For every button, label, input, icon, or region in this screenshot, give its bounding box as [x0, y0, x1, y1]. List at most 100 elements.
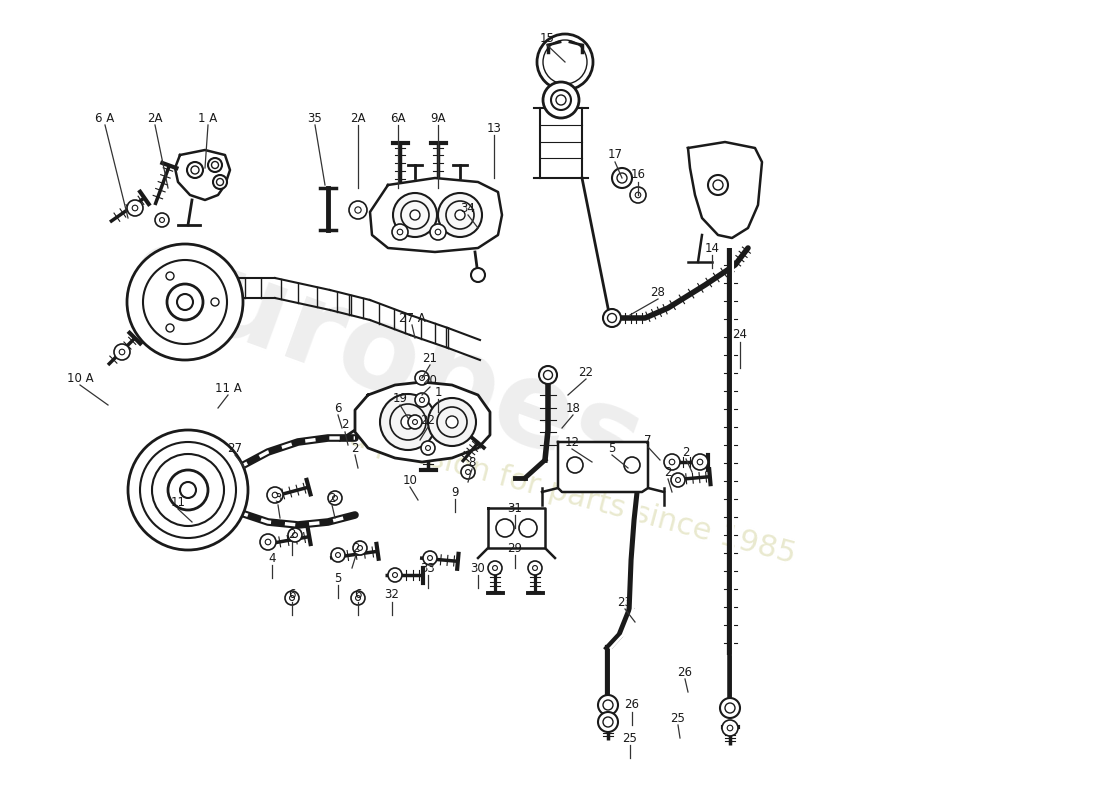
- Text: 3: 3: [274, 491, 282, 505]
- Circle shape: [612, 168, 632, 188]
- Text: 16: 16: [630, 169, 646, 182]
- Circle shape: [428, 398, 476, 446]
- Text: 15: 15: [540, 31, 554, 45]
- Circle shape: [415, 371, 429, 385]
- Polygon shape: [488, 508, 544, 548]
- Circle shape: [415, 393, 429, 407]
- Text: 20: 20: [422, 374, 438, 386]
- Circle shape: [720, 698, 740, 718]
- Circle shape: [598, 712, 618, 732]
- Text: 6: 6: [288, 589, 296, 602]
- Circle shape: [402, 415, 415, 429]
- Circle shape: [410, 210, 420, 220]
- Circle shape: [488, 561, 502, 575]
- Text: 6 A: 6 A: [96, 111, 114, 125]
- Circle shape: [692, 454, 708, 470]
- Text: 2A: 2A: [147, 111, 163, 125]
- Text: 27 A: 27 A: [398, 311, 426, 325]
- Circle shape: [708, 175, 728, 195]
- Text: 2A: 2A: [350, 111, 365, 125]
- Circle shape: [539, 366, 557, 384]
- Text: 2: 2: [328, 491, 336, 505]
- Circle shape: [267, 487, 283, 503]
- Polygon shape: [558, 442, 648, 492]
- Circle shape: [671, 473, 685, 487]
- Circle shape: [166, 324, 174, 332]
- Text: 31: 31: [507, 502, 522, 514]
- Circle shape: [351, 591, 365, 605]
- Text: 24: 24: [733, 329, 748, 342]
- Text: 18: 18: [565, 402, 581, 414]
- Circle shape: [461, 465, 475, 479]
- Text: 14: 14: [704, 242, 719, 254]
- Circle shape: [168, 470, 208, 510]
- Text: 22: 22: [420, 414, 436, 426]
- Text: 30: 30: [471, 562, 485, 574]
- Circle shape: [288, 528, 302, 542]
- Text: 32: 32: [385, 589, 399, 602]
- Text: 2: 2: [664, 466, 672, 478]
- Text: 19: 19: [393, 391, 407, 405]
- Circle shape: [598, 695, 618, 715]
- Circle shape: [166, 272, 174, 280]
- Circle shape: [664, 454, 680, 470]
- Circle shape: [126, 244, 243, 360]
- Circle shape: [328, 491, 342, 505]
- Circle shape: [128, 430, 248, 550]
- Circle shape: [155, 213, 169, 227]
- Text: 22: 22: [579, 366, 594, 378]
- Text: 29: 29: [507, 542, 522, 554]
- Circle shape: [349, 201, 367, 219]
- Circle shape: [421, 441, 434, 455]
- Text: 2: 2: [352, 542, 360, 554]
- Text: 34: 34: [461, 202, 475, 214]
- Circle shape: [455, 210, 465, 220]
- Text: 13: 13: [486, 122, 502, 134]
- Text: 11: 11: [170, 495, 186, 509]
- Text: 10: 10: [403, 474, 417, 486]
- Polygon shape: [175, 150, 230, 200]
- Circle shape: [379, 394, 436, 450]
- Text: 5: 5: [608, 442, 616, 454]
- Circle shape: [471, 268, 485, 282]
- Circle shape: [438, 193, 482, 237]
- Text: 2: 2: [351, 442, 359, 454]
- Circle shape: [211, 298, 219, 306]
- Text: 10 A: 10 A: [67, 371, 94, 385]
- Circle shape: [208, 158, 222, 172]
- Text: 7: 7: [645, 434, 651, 446]
- Text: 33: 33: [420, 562, 436, 574]
- Circle shape: [393, 193, 437, 237]
- Text: 6: 6: [334, 402, 342, 414]
- Circle shape: [388, 568, 401, 582]
- Circle shape: [213, 175, 227, 189]
- Circle shape: [126, 200, 143, 216]
- Polygon shape: [370, 178, 502, 252]
- Text: 27: 27: [228, 442, 242, 454]
- Text: 1: 1: [434, 386, 442, 398]
- Text: 26: 26: [678, 666, 693, 678]
- Text: 2: 2: [341, 418, 349, 431]
- Text: 5: 5: [334, 571, 342, 585]
- Circle shape: [430, 224, 446, 240]
- Circle shape: [114, 344, 130, 360]
- Circle shape: [556, 95, 566, 105]
- Text: 1 A: 1 A: [198, 111, 218, 125]
- Text: 9: 9: [451, 486, 459, 498]
- Text: 11 A: 11 A: [214, 382, 241, 394]
- Text: 6: 6: [354, 589, 362, 602]
- Text: 25: 25: [623, 731, 637, 745]
- Circle shape: [630, 187, 646, 203]
- Circle shape: [167, 284, 204, 320]
- Text: 8: 8: [469, 455, 475, 469]
- Text: 12: 12: [564, 435, 580, 449]
- Text: europes: europes: [112, 214, 658, 506]
- Polygon shape: [688, 142, 762, 238]
- Circle shape: [392, 224, 408, 240]
- Text: 9A: 9A: [430, 111, 446, 125]
- Text: 28: 28: [650, 286, 666, 298]
- Circle shape: [528, 561, 542, 575]
- Circle shape: [187, 162, 204, 178]
- Circle shape: [446, 416, 458, 428]
- Text: 25: 25: [671, 711, 685, 725]
